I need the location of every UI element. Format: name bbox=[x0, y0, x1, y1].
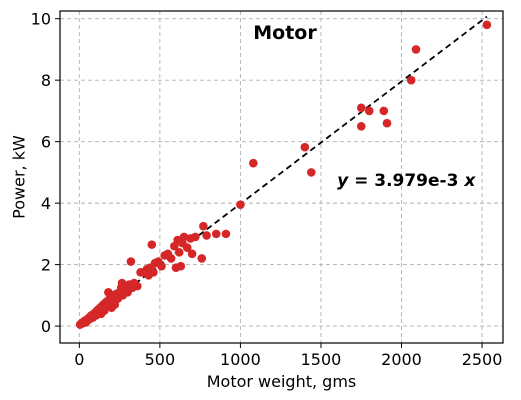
data-point-86 bbox=[236, 200, 245, 209]
data-point-74 bbox=[176, 261, 186, 271]
y-tick-label-0: 0 bbox=[41, 317, 51, 336]
data-point-79 bbox=[187, 249, 197, 259]
data-point-96 bbox=[411, 45, 421, 54]
y-axis-ticks: 0 2 4 6 8 10 bbox=[31, 10, 60, 336]
data-point-83 bbox=[202, 231, 211, 240]
data-point-91 bbox=[356, 121, 366, 131]
fit-equation-annotation: y = 3.979e-3 x bbox=[337, 171, 476, 191]
x-tick-label-2: 1000 bbox=[220, 350, 261, 369]
y-tick-label-3: 6 bbox=[41, 133, 51, 152]
data-point-66 bbox=[157, 261, 166, 271]
fit-equation-coefficient: = 3.979e-3 bbox=[348, 171, 464, 191]
data-point-92 bbox=[364, 106, 374, 116]
x-axis-label: Motor weight, gms bbox=[207, 372, 357, 391]
data-point-77 bbox=[182, 243, 192, 253]
x-tick-label-0: 0 bbox=[74, 350, 84, 369]
chart-title: Motor bbox=[253, 22, 317, 44]
y-tick-label-1: 2 bbox=[41, 256, 51, 275]
data-point-88 bbox=[300, 142, 310, 152]
data-point-69 bbox=[166, 254, 176, 263]
x-tick-label-4: 2000 bbox=[381, 350, 422, 369]
data-point-62 bbox=[147, 240, 157, 249]
data-point-97 bbox=[482, 20, 492, 30]
y-tick-label-5: 10 bbox=[31, 10, 51, 29]
data-point-94 bbox=[382, 118, 392, 128]
y-tick-label-2: 4 bbox=[41, 194, 51, 213]
data-point-89 bbox=[307, 168, 316, 177]
fit-equation-var-x: x bbox=[463, 171, 476, 191]
y-tick-label-4: 8 bbox=[41, 71, 51, 90]
data-point-80 bbox=[191, 232, 200, 242]
x-tick-label-5: 2500 bbox=[462, 350, 503, 369]
data-point-63 bbox=[149, 267, 158, 277]
plot-frame bbox=[59, 10, 504, 344]
x-tick-label-3: 1500 bbox=[301, 350, 342, 369]
data-point-53 bbox=[126, 257, 136, 266]
x-tick-label-1: 500 bbox=[145, 350, 176, 369]
data-point-85 bbox=[221, 229, 231, 239]
data-point-56 bbox=[133, 281, 142, 291]
data-point-76 bbox=[179, 232, 189, 242]
data-point-90 bbox=[356, 103, 366, 113]
data-point-82 bbox=[199, 221, 208, 231]
data-point-95 bbox=[406, 75, 416, 85]
data-point-93 bbox=[379, 106, 389, 116]
data-point-81 bbox=[197, 254, 207, 263]
x-axis-ticks: 0 500 1000 1500 2000 2500 bbox=[74, 343, 502, 369]
data-point-87 bbox=[249, 158, 258, 168]
data-point-84 bbox=[211, 229, 221, 239]
data-point-73 bbox=[174, 248, 184, 257]
fit-equation-var-y: y bbox=[337, 171, 349, 191]
data-points bbox=[75, 20, 492, 329]
y-axis-label: Power, kW bbox=[10, 135, 29, 219]
